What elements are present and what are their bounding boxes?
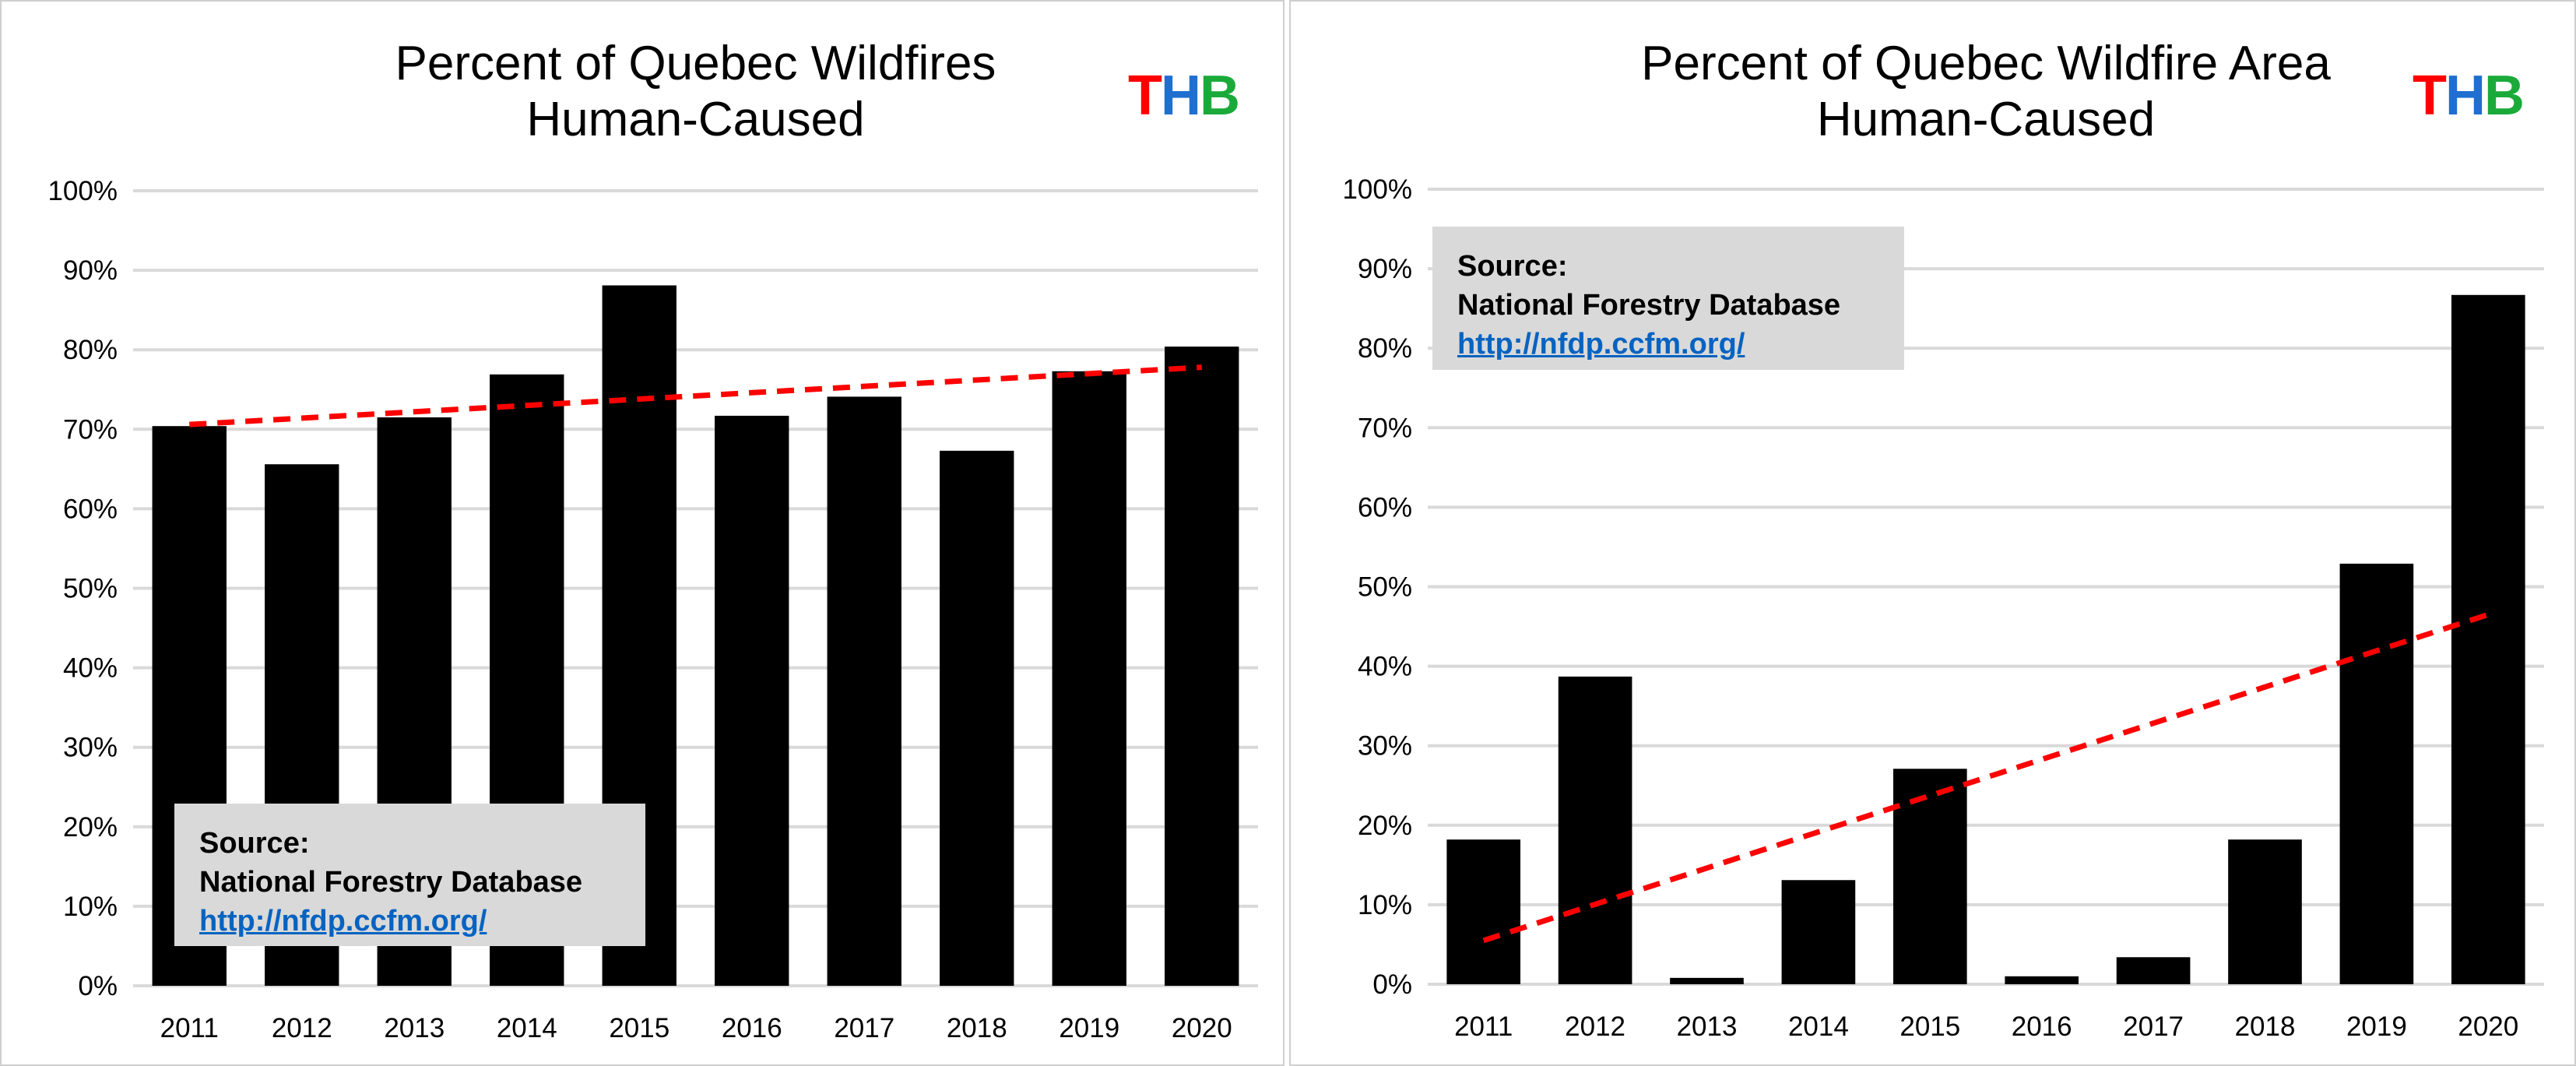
y-tick-label: 60% — [63, 494, 118, 524]
bar-2011 — [1446, 839, 1521, 984]
y-tick-label: 10% — [1358, 890, 1412, 920]
y-tick-label: 30% — [1358, 731, 1412, 762]
y-tick-label: 100% — [1342, 174, 1412, 205]
x-tick-label: 2014 — [1788, 1011, 1849, 1042]
x-tick-label: 2013 — [384, 1013, 445, 1043]
y-tick-label: 80% — [1358, 333, 1412, 364]
bar-2018 — [2228, 839, 2302, 984]
chart-panel-wildfires: Percent of Quebec Wildfires Human-Caused 0… — [0, 0, 1284, 1066]
source-name: National Forestry Database — [199, 866, 583, 899]
chart-title-line: Human-Caused — [1817, 93, 2155, 146]
bar-2015 — [1892, 769, 1967, 984]
y-tick-label: 70% — [1358, 413, 1412, 443]
y-tick-label: 10% — [63, 892, 118, 922]
y-tick-label: 50% — [63, 574, 118, 604]
x-tick-label: 2016 — [722, 1013, 782, 1043]
x-tick-label: 2012 — [1565, 1011, 1625, 1042]
bar-2013 — [1670, 977, 1744, 984]
y-tick-label: 20% — [63, 812, 118, 843]
source-box: Source: National Forestry Database http:… — [174, 804, 645, 946]
y-tick-label: 30% — [63, 733, 118, 763]
trendline — [1482, 611, 2490, 944]
x-tick-label: 2019 — [1059, 1013, 1119, 1043]
x-tick-label: 2015 — [609, 1013, 669, 1043]
bar-2017 — [827, 396, 901, 987]
thb-logo: THB — [1128, 65, 1240, 127]
y-tick-label: 0% — [1372, 969, 1412, 1000]
x-tick-label: 2013 — [1677, 1011, 1738, 1042]
chart-title-line: Human-Caused — [526, 93, 864, 146]
y-tick-label: 90% — [1358, 254, 1412, 284]
bar-2020 — [2451, 294, 2525, 985]
y-tick-label: 0% — [78, 971, 118, 1001]
chart-title-line: Percent of Quebec Wildfires — [395, 37, 996, 90]
y-tick-label: 60% — [1358, 492, 1412, 522]
bar-2017 — [2116, 957, 2191, 984]
bar-2014 — [1781, 880, 1856, 984]
y-tick-label: 80% — [63, 335, 118, 365]
y-tick-label: 40% — [1358, 652, 1412, 682]
y-tick-label: 50% — [1358, 572, 1412, 603]
y-tick-label: 100% — [47, 176, 118, 206]
source-link[interactable]: http://nfdp.ccfm.org/ — [199, 905, 487, 938]
x-tick-label: 2011 — [160, 1013, 219, 1043]
x-tick-label: 2016 — [2012, 1011, 2072, 1042]
x-tick-label: 2015 — [1899, 1011, 1960, 1042]
x-tick-label: 2019 — [2346, 1011, 2407, 1042]
x-tick-label: 2014 — [497, 1013, 557, 1043]
x-tick-label: 2020 — [2458, 1011, 2518, 1042]
x-tick-label: 2018 — [2235, 1011, 2296, 1042]
bar-2016 — [715, 415, 789, 986]
chart-title-line: Percent of Quebec Wildfire Area — [1641, 37, 2331, 90]
y-tick-label: 20% — [1358, 811, 1412, 841]
x-tick-label: 2020 — [1172, 1013, 1232, 1043]
x-tick-label: 2018 — [947, 1013, 1007, 1043]
source-label: Source: — [199, 827, 310, 860]
bar-2020 — [1165, 347, 1239, 987]
bar-2019 — [1052, 371, 1126, 987]
source-link[interactable]: http://nfdp.ccfm.org/ — [1457, 328, 1745, 361]
y-tick-label: 70% — [63, 414, 118, 445]
trendline — [189, 364, 1202, 427]
x-tick-label: 2017 — [834, 1013, 894, 1043]
bar-2019 — [2339, 563, 2414, 984]
x-tick-label: 2011 — [1454, 1011, 1513, 1042]
x-tick-label: 2012 — [272, 1013, 332, 1043]
x-tick-label: 2017 — [2123, 1011, 2184, 1042]
bar-2016 — [2005, 976, 2079, 984]
thb-logo: THB — [2413, 65, 2525, 127]
y-tick-label: 40% — [63, 653, 118, 684]
bar-2018 — [940, 450, 1014, 986]
source-name: National Forestry Database — [1457, 289, 1841, 322]
y-tick-label: 90% — [63, 255, 118, 286]
bar-2012 — [1558, 676, 1632, 984]
chart-wildfire-area-svg: Percent of Quebec Wildfire AreaHuman-Cau… — [1342, 37, 2544, 1042]
chart-panel-wildfire-area: Percent of Quebec Wildfire Area Human-Cau… — [1289, 0, 2576, 1066]
source-label: Source: — [1457, 250, 1568, 283]
source-box: Source: National Forestry Database http:… — [1432, 227, 1904, 370]
